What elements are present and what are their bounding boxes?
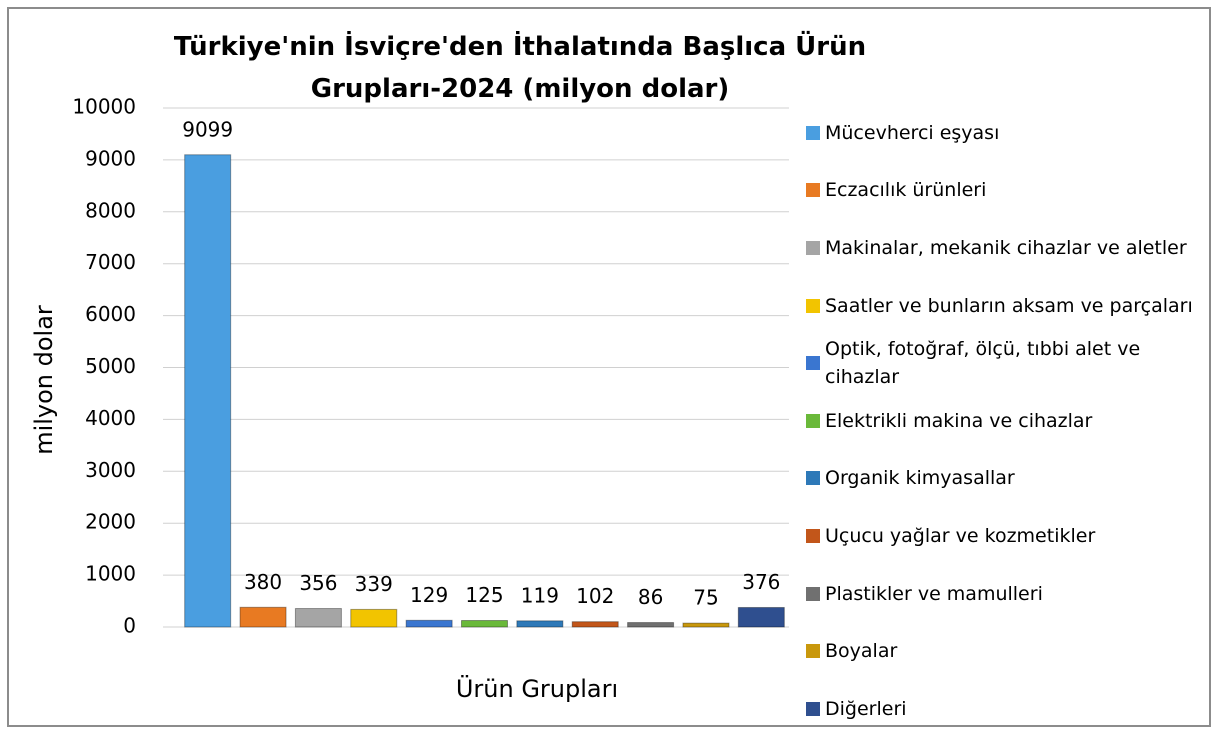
legend-item: Eczacılık ürünleri: [806, 162, 1201, 220]
legend-item: Organik kimyasallar: [806, 450, 1201, 508]
bar: [737, 606, 785, 628]
data-label: 339: [355, 572, 393, 596]
bar: [516, 620, 564, 628]
legend-label: Plastikler ve mamulleri: [825, 582, 1043, 605]
x-axis-label: Ürün Grupları: [456, 674, 618, 703]
y-tick-label: 7000: [85, 250, 136, 274]
legend-swatch: [806, 701, 820, 716]
legend-swatch: [806, 183, 820, 198]
legend: Mücevherci eşyası Eczacılık ürünleri Makin…: [806, 104, 1201, 736]
bar: [461, 620, 508, 628]
legend-swatch: [806, 240, 820, 255]
legend-label: Elektrikli makina ve cihazlar: [825, 409, 1093, 432]
legend-swatch: [806, 471, 820, 486]
legend-swatch: [806, 298, 820, 313]
legend-label: Uçucu yağlar ve kozmetikler: [825, 524, 1096, 547]
y-tick-label: 1000: [85, 562, 136, 586]
data-label: 119: [521, 583, 559, 607]
legend-item: Makinalar, mekanik cihazlar ve aletler: [806, 219, 1201, 277]
legend-label: Diğerleri: [825, 697, 907, 720]
legend-swatch: [806, 413, 820, 428]
legend-swatch: [806, 528, 820, 543]
legend-label: Saatler ve bunların aksam ve parçaları: [825, 294, 1193, 317]
y-axis-label: milyon dolar: [30, 305, 58, 455]
legend-label: Eczacılık ürünleri: [825, 179, 987, 202]
bar: [627, 622, 675, 628]
legend-swatch: [806, 125, 820, 140]
data-label: 129: [410, 583, 448, 607]
y-tick-label: 8000: [85, 198, 136, 222]
data-label: 376: [742, 570, 780, 594]
legend-label: Mücevherci eşyası: [825, 121, 1000, 144]
y-tick-label: 4000: [85, 406, 136, 430]
bar: [239, 606, 287, 628]
legend-swatch: [806, 644, 820, 659]
bar: [294, 608, 342, 628]
legend-item: Uçucu yağlar ve kozmetikler: [806, 507, 1201, 565]
bar: [405, 619, 453, 628]
data-label: 102: [576, 584, 614, 608]
legend-item: Boyalar: [806, 622, 1201, 680]
y-tick-label: 5000: [85, 354, 136, 378]
data-label: 125: [465, 583, 503, 607]
chart-title: Türkiye'nin İsviçre'den İthalatında Başl…: [173, 32, 867, 104]
legend-item: Diğerleri: [806, 680, 1201, 736]
legend-label: Organik kimyasallar: [825, 467, 1015, 490]
legend-swatch: [806, 586, 820, 601]
legend-label: Makinalar, mekanik cihazlar ve aletler: [825, 236, 1187, 259]
legend-label: Boyalar: [825, 640, 898, 663]
data-label: 9099: [182, 117, 233, 141]
y-tick-label: 2000: [85, 510, 136, 534]
y-tick-label: 10000: [72, 95, 136, 119]
bar: [571, 621, 619, 628]
legend-swatch: [806, 356, 820, 371]
y-tick-label: 9000: [85, 146, 136, 170]
legend-label: Optik, fotoğraf, ölçü, tıbbi alet ve cih…: [825, 338, 1141, 389]
legend-item: Optik, fotoğraf, ölçü, tıbbi alet ve cih…: [806, 334, 1201, 392]
data-label: 75: [693, 586, 718, 610]
data-label: 380: [244, 570, 282, 594]
legend-item: Saatler ve bunların aksam ve parçaları: [806, 277, 1201, 335]
data-label: 356: [299, 571, 337, 595]
y-tick-label: 3000: [85, 458, 136, 482]
chart-border: [7, 7, 1211, 727]
y-tick-label: 0: [123, 614, 136, 638]
bar: [350, 608, 398, 628]
bar: [184, 154, 232, 628]
y-tick-label: 6000: [85, 302, 136, 326]
data-label: 86: [638, 585, 663, 609]
legend-item: Mücevherci eşyası: [806, 104, 1201, 162]
bar: [682, 622, 730, 628]
legend-item: Elektrikli makina ve cihazlar: [806, 392, 1201, 450]
legend-item: Plastikler ve mamulleri: [806, 565, 1201, 623]
